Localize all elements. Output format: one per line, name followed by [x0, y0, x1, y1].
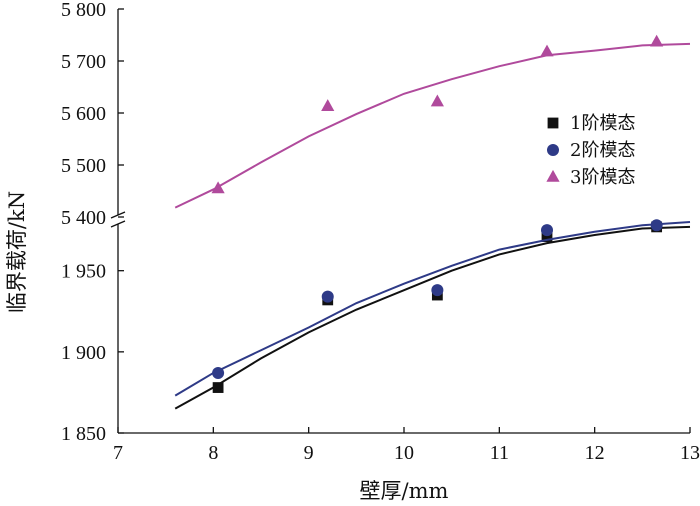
series-2-point-1: [212, 366, 225, 379]
series-3-curve: [174, 42, 691, 209]
x-tick-label-13: 13: [680, 442, 700, 464]
y-tick-label-lower-1850: 1 850: [61, 423, 106, 445]
x-tick-label-10: 10: [394, 442, 414, 464]
y-tick-label-upper-5600: 5 600: [61, 103, 106, 125]
legend-label-1: 1阶模态: [570, 113, 635, 134]
legend-label-2: 2阶模态: [570, 140, 635, 161]
series-1-curve: [174, 225, 691, 410]
x-tick-label-8: 8: [208, 442, 218, 464]
series-3-point-3: [430, 94, 444, 107]
y-tick-label-lower-1900: 1 900: [61, 342, 106, 364]
series-3-point-5: [650, 34, 664, 47]
series-layer: [174, 34, 691, 410]
series-1-point-1: [212, 382, 224, 393]
y-tick-label-upper-5800: 5 800: [61, 0, 106, 21]
x-tick-label-11: 11: [490, 442, 509, 464]
series-2-point-2: [321, 290, 334, 303]
series-3-point-4: [540, 44, 554, 57]
legend-label-3: 3阶模态: [570, 167, 635, 188]
series-2-point-4: [541, 224, 553, 237]
legend-marker-3: [546, 169, 560, 182]
y-tick-label-lower-1950: 1 950: [61, 261, 106, 283]
series-2-curve: [174, 221, 691, 397]
series-3-point-1: [211, 181, 225, 194]
x-axis-title: 壁厚/mm: [360, 479, 449, 503]
legend-marker-2: [547, 144, 559, 156]
legend-marker-1: [547, 117, 559, 129]
y-tick-label-upper-5500: 5 500: [61, 155, 106, 177]
axes-layer: 7 8 9 10 11 12 13 5 400 5 500 5 600 5 700 5 800 1 85…: [61, 0, 700, 464]
legend: 1阶模态 2阶模态 3阶模态: [546, 113, 635, 188]
series-3-point-2: [321, 99, 335, 112]
y-tick-label-upper-5700: 5 700: [61, 51, 106, 73]
series-1-point-4: [541, 231, 553, 243]
series-2-point-3: [431, 284, 444, 297]
y-tick-label-upper-5400: 5 400: [61, 207, 106, 229]
y-axis-title: 临界载荷/kN: [5, 191, 29, 313]
axis-break-mark-upper: [110, 211, 126, 219]
axis-break-mark-lower: [110, 220, 126, 228]
x-tick-label-7: 7: [113, 442, 123, 464]
series-2-point-5: [650, 219, 663, 232]
x-tick-label-9: 9: [304, 442, 314, 464]
x-tick-label-12: 12: [585, 442, 605, 464]
